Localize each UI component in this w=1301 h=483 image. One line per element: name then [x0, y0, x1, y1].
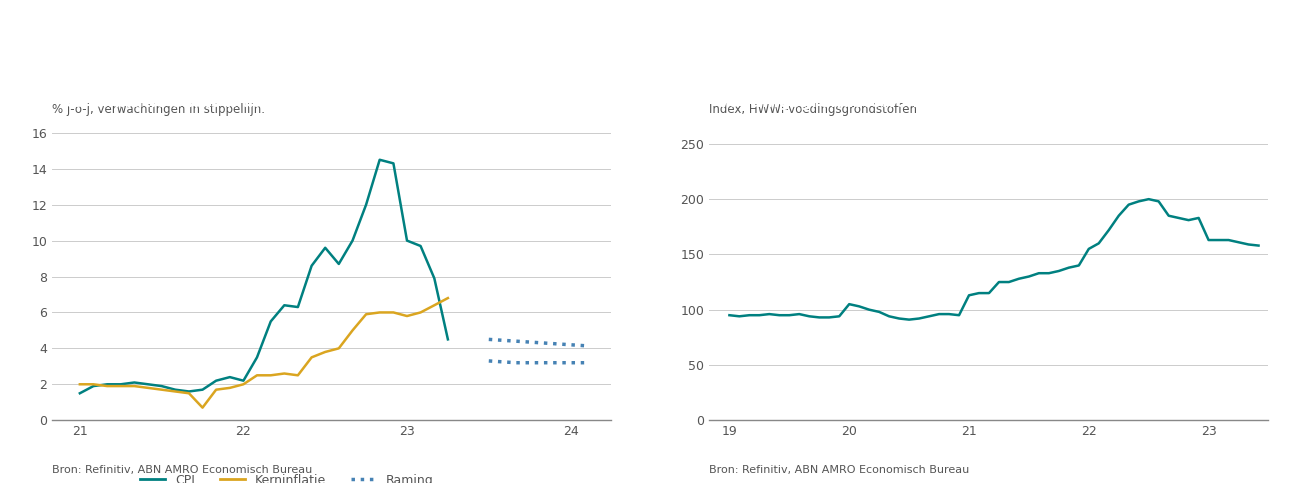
Text: Bron: Refinitiv, ABN AMRO Economisch Bureau: Bron: Refinitiv, ABN AMRO Economisch Bur…: [709, 465, 969, 475]
Legend: CPI, Kerninflatie, Raming: CPI, Kerninflatie, Raming: [135, 469, 438, 483]
Text: Index, HWWI-voedingsgrondstoffen: Index, HWWI-voedingsgrondstoffen: [709, 102, 917, 115]
Text: Bron: Refinitiv, ABN AMRO Economisch Bureau: Bron: Refinitiv, ABN AMRO Economisch Bur…: [52, 465, 312, 475]
Text: Kerninflatie sinds maart boven de totale index: Kerninflatie sinds maart boven de totale…: [60, 95, 484, 110]
Text: Voedingsgrondstoffen dalen al geruime tijd in prijs: Voedingsgrondstoffen dalen al geruime ti…: [717, 95, 1180, 110]
Text: % j-o-j, verwachtingen in stippellijn.: % j-o-j, verwachtingen in stippellijn.: [52, 102, 265, 115]
